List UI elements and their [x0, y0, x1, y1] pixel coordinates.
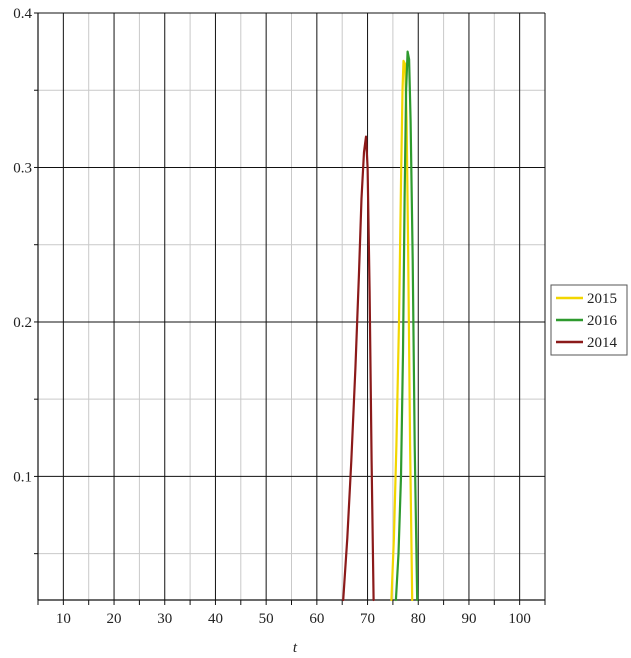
series-layer — [342, 50, 419, 602]
x-tick-label: 90 — [461, 611, 476, 627]
labels-layer: 10 20 30 40 50 60 70 80 90 100 0.1 0.2 0.3 0.4 — [13, 6, 531, 627]
legend-label-2015: 2015 — [587, 291, 617, 307]
x-tick-label: 40 — [208, 611, 223, 627]
legend-label-2014: 2014 — [587, 335, 618, 351]
series-line-2016 — [394, 50, 419, 602]
x-tick-label: 70 — [360, 611, 375, 627]
grid-layer — [38, 12, 545, 600]
y-tick-label: 0.3 — [13, 160, 32, 176]
x-tick-label: 30 — [157, 611, 172, 627]
x-tick-label: 10 — [56, 611, 71, 627]
legend: 2015 2016 2014 — [550, 284, 628, 356]
x-tick-label: 60 — [309, 611, 324, 627]
x-tick-label: 100 — [508, 611, 531, 627]
y-tick-label: 0.1 — [13, 469, 32, 485]
x-axis-title: t — [293, 640, 298, 656]
y-tick-label: 0.2 — [13, 315, 32, 331]
legend-label-2016: 2016 — [587, 313, 618, 329]
x-tick-label: 80 — [411, 611, 426, 627]
series-line-2014 — [342, 135, 375, 602]
y-tick-label: 0.4 — [13, 6, 32, 22]
x-tick-label: 50 — [259, 611, 274, 627]
axes-layer — [34, 12, 546, 605]
x-tick-label: 20 — [107, 611, 122, 627]
series-line-2015 — [390, 59, 414, 602]
